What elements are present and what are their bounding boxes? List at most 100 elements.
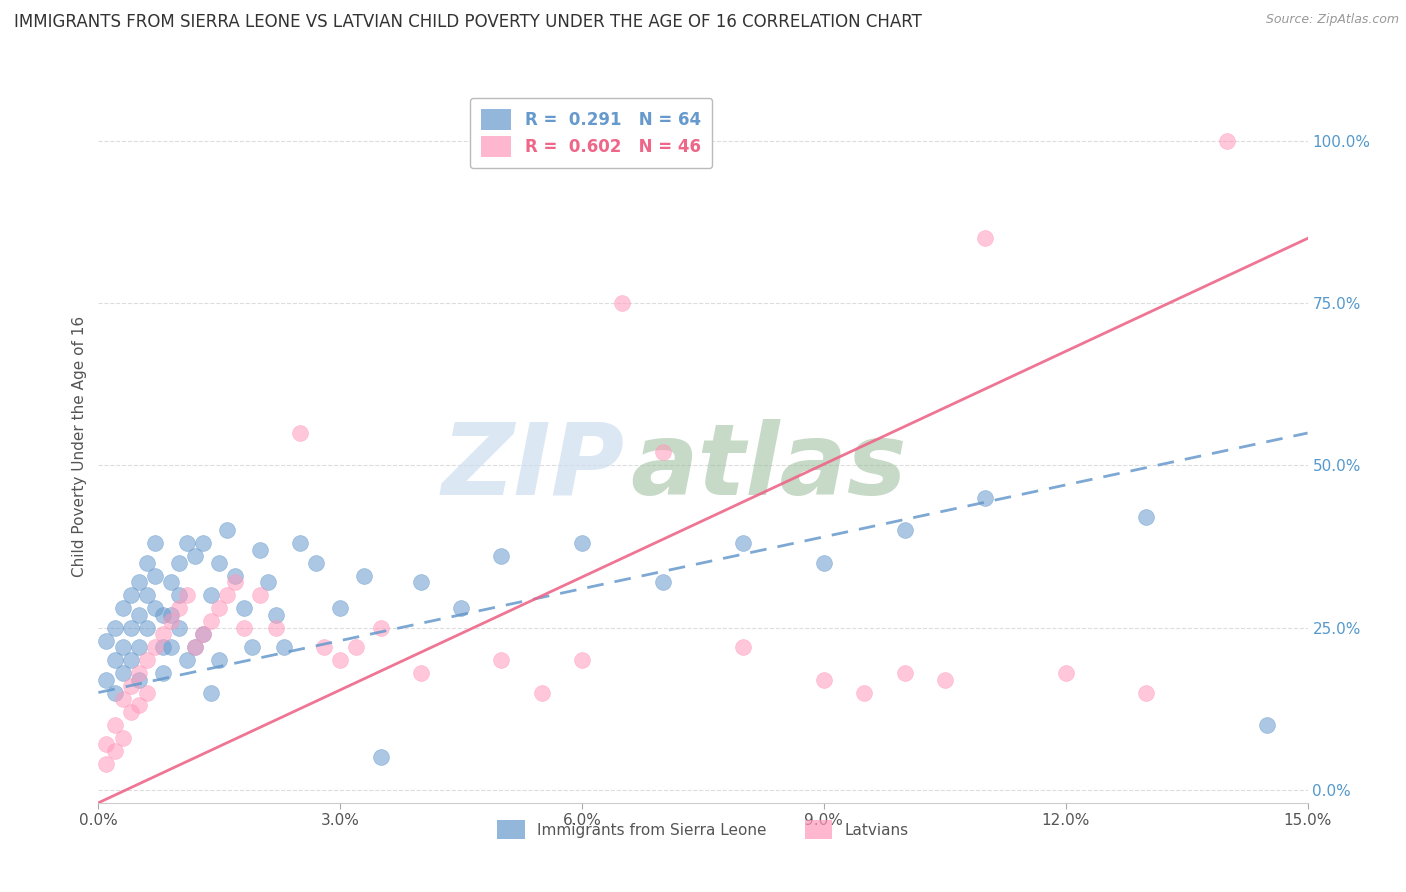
- Point: [651, 575, 673, 590]
- Point: [143, 536, 166, 550]
- Point: [120, 653, 142, 667]
- Point: [96, 756, 118, 771]
- Point: [135, 653, 157, 667]
- Point: [176, 653, 198, 667]
- Point: [288, 536, 311, 550]
- Text: IMMIGRANTS FROM SIERRA LEONE VS LATVIAN CHILD POVERTY UNDER THE AGE OF 16 CORREL: IMMIGRANTS FROM SIERRA LEONE VS LATVIAN …: [14, 13, 922, 31]
- Point: [160, 640, 183, 654]
- Point: [96, 738, 118, 752]
- Point: [176, 536, 198, 550]
- Point: [135, 685, 157, 699]
- Point: [409, 575, 432, 590]
- Point: [249, 588, 271, 602]
- Point: [249, 542, 271, 557]
- Point: [240, 640, 263, 654]
- Point: [208, 653, 231, 667]
- Point: [184, 640, 207, 654]
- Point: [193, 536, 215, 550]
- Point: [344, 640, 367, 654]
- Point: [409, 666, 432, 681]
- Point: [813, 673, 835, 687]
- Point: [120, 588, 142, 602]
- Point: [1135, 685, 1157, 699]
- Point: [1216, 134, 1239, 148]
- Point: [152, 666, 174, 681]
- Point: [152, 627, 174, 641]
- Point: [96, 633, 118, 648]
- Point: [167, 621, 190, 635]
- Point: [264, 607, 287, 622]
- Point: [273, 640, 295, 654]
- Point: [193, 627, 215, 641]
- Point: [143, 640, 166, 654]
- Text: ZIP: ZIP: [441, 419, 624, 516]
- Point: [176, 588, 198, 602]
- Point: [813, 556, 835, 570]
- Point: [193, 627, 215, 641]
- Point: [184, 640, 207, 654]
- Point: [256, 575, 278, 590]
- Point: [450, 601, 472, 615]
- Point: [217, 524, 239, 538]
- Text: Source: ZipAtlas.com: Source: ZipAtlas.com: [1265, 13, 1399, 27]
- Point: [120, 621, 142, 635]
- Point: [224, 575, 246, 590]
- Point: [143, 601, 166, 615]
- Point: [152, 640, 174, 654]
- Point: [612, 296, 634, 310]
- Point: [491, 653, 513, 667]
- Point: [232, 621, 254, 635]
- Point: [111, 731, 134, 745]
- Point: [264, 621, 287, 635]
- Point: [111, 640, 134, 654]
- Point: [1256, 718, 1278, 732]
- Point: [491, 549, 513, 564]
- Point: [208, 601, 231, 615]
- Point: [329, 601, 352, 615]
- Point: [370, 621, 392, 635]
- Point: [305, 556, 328, 570]
- Point: [111, 601, 134, 615]
- Point: [288, 425, 311, 440]
- Point: [1054, 666, 1077, 681]
- Point: [111, 692, 134, 706]
- Point: [128, 575, 150, 590]
- Point: [128, 607, 150, 622]
- Point: [314, 640, 336, 654]
- Point: [160, 575, 183, 590]
- Point: [217, 588, 239, 602]
- Point: [353, 568, 375, 582]
- Point: [571, 536, 593, 550]
- Point: [135, 621, 157, 635]
- Point: [974, 491, 997, 505]
- Point: [120, 705, 142, 719]
- Point: [128, 673, 150, 687]
- Point: [370, 750, 392, 764]
- Point: [152, 607, 174, 622]
- Point: [96, 673, 118, 687]
- Point: [103, 621, 125, 635]
- Point: [160, 607, 183, 622]
- Point: [184, 549, 207, 564]
- Point: [120, 679, 142, 693]
- Text: atlas: atlas: [630, 419, 907, 516]
- Point: [329, 653, 352, 667]
- Point: [103, 718, 125, 732]
- Point: [167, 556, 190, 570]
- Point: [733, 640, 755, 654]
- Point: [103, 744, 125, 758]
- Point: [200, 685, 222, 699]
- Y-axis label: Child Poverty Under the Age of 16: Child Poverty Under the Age of 16: [72, 316, 87, 576]
- Point: [733, 536, 755, 550]
- Point: [128, 666, 150, 681]
- Point: [530, 685, 553, 699]
- Point: [934, 673, 956, 687]
- Point: [167, 601, 190, 615]
- Point: [1135, 510, 1157, 524]
- Point: [143, 568, 166, 582]
- Point: [232, 601, 254, 615]
- Point: [167, 588, 190, 602]
- Point: [208, 556, 231, 570]
- Point: [200, 614, 222, 628]
- Point: [853, 685, 876, 699]
